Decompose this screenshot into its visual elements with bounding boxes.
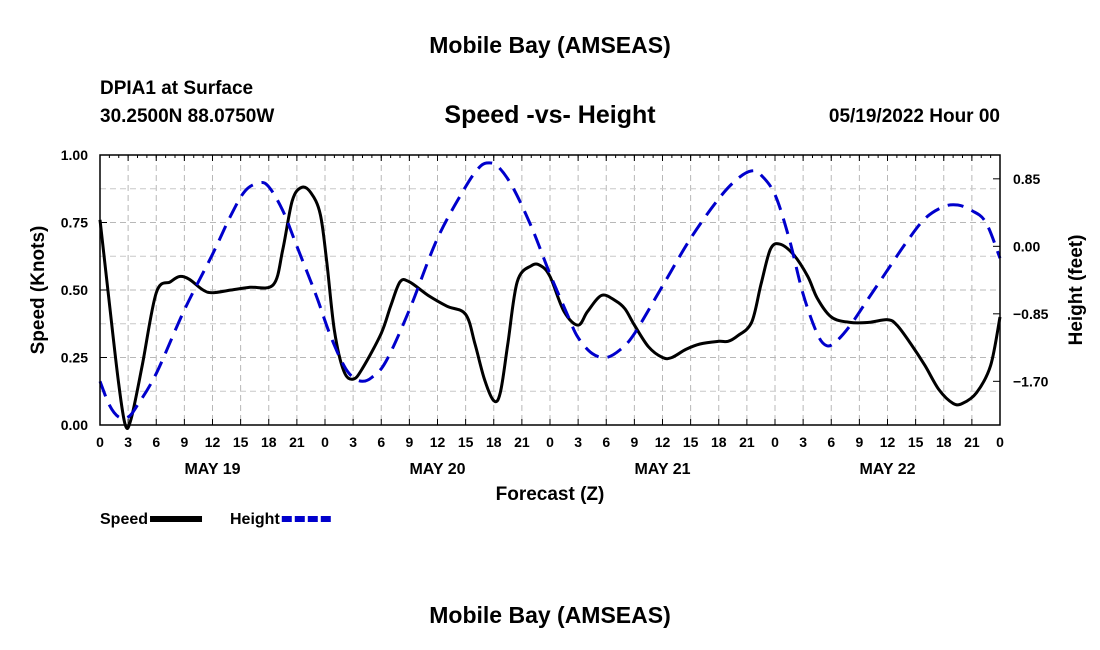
series-line-height: [98, 161, 1002, 421]
y-axis-label-left: Speed (Knots): [28, 226, 49, 355]
x-tick-label: 15: [458, 434, 474, 450]
y-right-tick-label: 0.00: [1013, 238, 1040, 254]
day-label: MAY 19: [184, 461, 240, 478]
chart-title: Speed -vs- Height: [444, 101, 656, 129]
x-tick-label: 6: [602, 434, 610, 450]
x-tick-label: 15: [908, 434, 924, 450]
y-right-tick-label: −1.70: [1013, 373, 1049, 389]
tick-marks: [99, 154, 1001, 426]
legend-label-speed: Speed: [100, 511, 148, 528]
x-tick-label: 12: [205, 434, 221, 450]
y-tick-label: 0.50: [61, 282, 88, 298]
series-lines: [98, 161, 1002, 430]
x-tick-label: 0: [546, 434, 554, 450]
series-line-speed: [98, 185, 1002, 430]
legend-label-height: Height: [230, 511, 280, 528]
x-tick-label: 15: [233, 434, 249, 450]
x-tick-label: 0: [321, 434, 329, 450]
y-right-tick-label: −0.85: [1013, 306, 1049, 322]
legend: Speed Height: [100, 511, 334, 528]
x-tick-label: 18: [936, 434, 952, 450]
day-label: MAY 20: [409, 461, 465, 478]
day-label: MAY 22: [859, 461, 915, 478]
x-tick-label: 21: [739, 434, 755, 450]
x-tick-label: 6: [152, 434, 160, 450]
x-tick-label: 18: [261, 434, 277, 450]
page-title: Mobile Bay (AMSEAS): [429, 32, 671, 58]
station-label: DPIA1 at Surface: [100, 78, 254, 99]
x-tick-label: 12: [655, 434, 671, 450]
y-tick-label: 1.00: [61, 147, 88, 163]
x-axis-label: Forecast (Z): [496, 484, 605, 505]
x-tick-label: 15: [683, 434, 699, 450]
x-tick-label: 9: [180, 434, 188, 450]
y-right-tick-label: 0.85: [1013, 171, 1040, 187]
x-tick-label: 9: [405, 434, 413, 450]
footer-title: Mobile Bay (AMSEAS): [429, 602, 671, 628]
x-tick-label: 3: [574, 434, 582, 450]
y-tick-label: 0.00: [61, 417, 88, 433]
y-tick-label: 0.25: [61, 350, 88, 366]
x-tick-label: 21: [964, 434, 980, 450]
y-tick-label: 0.75: [61, 215, 88, 231]
x-tick-label: 9: [630, 434, 638, 450]
x-tick-label: 18: [486, 434, 502, 450]
axis-labels: 0 3 6 9 12 15 18 21 0 3 6 9 12 15 18 21 0 3 6 9 12 15 18 21 0 3 6 9…: [61, 147, 1049, 478]
x-tick-label: 9: [855, 434, 863, 450]
x-tick-label: 12: [880, 434, 896, 450]
x-tick-label: 3: [349, 434, 357, 450]
x-tick-label: 12: [430, 434, 446, 450]
y-axis-label-right: Height (feet): [1066, 235, 1087, 346]
x-tick-label: 0: [771, 434, 779, 450]
datetime-label: 05/19/2022 Hour 00: [828, 106, 1000, 127]
coordinates-label: 30.2500N 88.0750W: [100, 106, 275, 127]
x-tick-label: 3: [799, 434, 807, 450]
x-tick-label: 6: [377, 434, 385, 450]
x-tick-label: 21: [514, 434, 530, 450]
x-tick-label: 3: [124, 434, 132, 450]
x-tick-label: 21: [289, 434, 305, 450]
x-tick-label: 0: [996, 434, 1004, 450]
x-tick-label: 0: [96, 434, 104, 450]
x-tick-label: 18: [711, 434, 727, 450]
day-label: MAY 21: [634, 461, 690, 478]
x-tick-label: 6: [827, 434, 835, 450]
